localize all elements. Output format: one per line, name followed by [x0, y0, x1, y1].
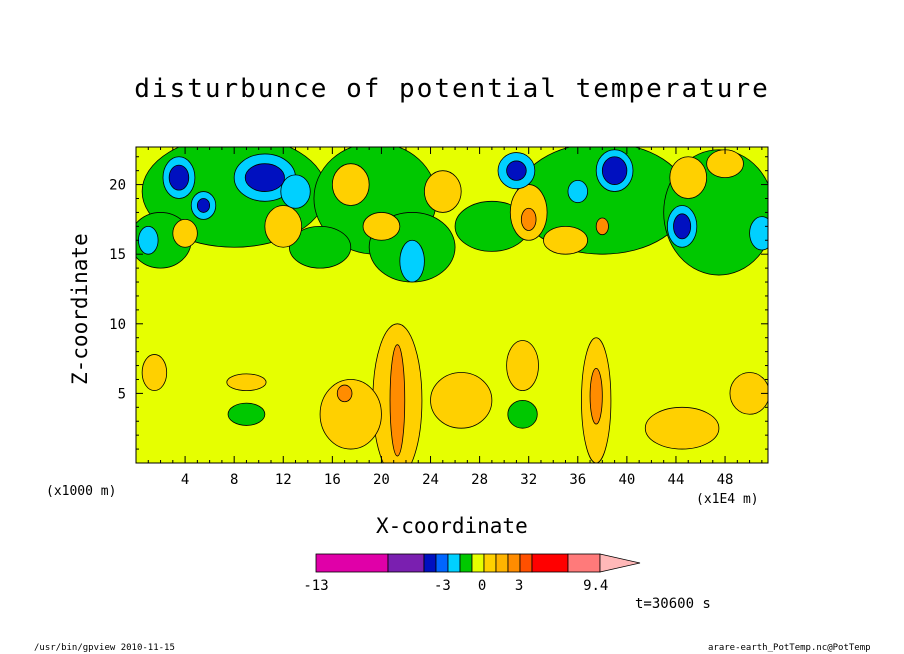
x-tick-label: 24 — [422, 472, 439, 488]
x-tick-label: 12 — [275, 472, 292, 488]
y-axis-ticks: 5 10 15 20 — [109, 156, 768, 450]
contour-region-neg2 — [749, 216, 768, 251]
x-tick-label: 36 — [569, 472, 586, 488]
chart-title: disturbunce of potential temperature — [134, 74, 770, 104]
contour-region-pos1 — [362, 212, 401, 241]
x-tick-label: 20 — [373, 472, 390, 488]
colorbar-swatch — [315, 553, 389, 573]
colorbar-label: 3 — [515, 578, 523, 594]
x-tick-label: 40 — [618, 472, 635, 488]
time-label: t=30600 s — [635, 596, 711, 612]
contour-regions — [136, 147, 768, 463]
contour-region-pos1 — [644, 406, 720, 450]
contour-region-neg1 — [288, 225, 352, 269]
x-axis-unit-right: (x1E4 m) — [696, 492, 759, 507]
contour-region-pos1 — [264, 205, 303, 248]
x-tick-label: 8 — [230, 472, 238, 488]
colorbar-swatch — [435, 553, 449, 573]
colorbar-swatch — [447, 553, 461, 573]
contour-region-neg3 — [673, 213, 692, 240]
contour-region-pos2 — [336, 384, 353, 403]
colorbar-swatch — [483, 553, 497, 573]
contour-region-neg2 — [567, 180, 589, 204]
plot-frame — [135, 146, 769, 464]
footer-program: /usr/bin/gpview 2010-11-15 — [34, 643, 175, 653]
colorbar-swatch — [459, 553, 473, 573]
contour-region-neg2 — [138, 225, 159, 255]
contour-region-neg3 — [506, 160, 527, 181]
contour-region-pos1 — [729, 372, 768, 415]
contour-region-pos2 — [389, 344, 406, 457]
colorbar-swatch — [531, 553, 569, 573]
colorbar-label: -13 — [303, 578, 328, 594]
colorbar-swatch — [387, 553, 425, 573]
colorbar-label: -3 — [434, 578, 451, 594]
footer-source: arare-earth_PotTemp.nc@PotTemp — [708, 643, 871, 653]
x-tick-label: 44 — [668, 472, 685, 488]
colorbar: -13 -3 0 3 9.4 — [303, 553, 641, 594]
colorbar-swatch — [471, 553, 485, 573]
contour-region-pos1 — [319, 379, 382, 450]
contour-region-pos1 — [543, 225, 589, 255]
x-axis-label: X-coordinate — [376, 514, 528, 538]
contour-region-pos1 — [506, 340, 539, 392]
contour-region-pos1 — [172, 218, 198, 248]
contour-region-neg1 — [507, 399, 538, 429]
x-tick-label: 48 — [717, 472, 734, 488]
x-axis-unit-left: (x1000 m) — [46, 484, 117, 499]
contour-region-neg3 — [196, 198, 211, 213]
contour-region-pos1 — [226, 373, 267, 392]
contour-region-pos1 — [423, 170, 462, 213]
colorbar-label: 0 — [478, 578, 486, 594]
y-tick-label: 15 — [109, 247, 126, 263]
colorbar-swatch — [567, 553, 601, 573]
colorbar-swatch — [519, 553, 533, 573]
contour-region-neg1 — [227, 402, 266, 426]
x-tick-label: 28 — [471, 472, 488, 488]
contour-region-pos1 — [669, 156, 708, 199]
y-axis-label: Z-coordinate — [68, 233, 92, 385]
y-tick-label: 10 — [109, 317, 126, 333]
contour-region-pos2 — [589, 367, 603, 425]
contour-region-neg3 — [244, 163, 285, 192]
contour-region-pos2 — [520, 207, 537, 231]
contour-region-neg3 — [168, 164, 190, 191]
contour-region-neg2 — [280, 174, 311, 209]
colorbar-swatch — [423, 553, 437, 573]
contour-region-neg2 — [399, 239, 425, 283]
x-tick-label: 4 — [181, 472, 189, 488]
colorbar-extend-arrow — [599, 553, 641, 573]
x-tick-label: 16 — [324, 472, 341, 488]
contour-region-neg3 — [601, 156, 628, 185]
y-tick-label: 20 — [109, 178, 126, 194]
contour-region-pos1 — [430, 372, 493, 429]
contour-region-pos1 — [331, 163, 370, 206]
contour-region-pos1 — [141, 354, 168, 392]
contour-region-pos2 — [595, 217, 609, 236]
colorbar-swatch — [507, 553, 521, 573]
y-tick-label: 5 — [118, 386, 126, 402]
x-axis-ticks: 4 8 12 16 20 24 28 32 36 40 44 48 — [147, 147, 763, 488]
colorbar-label: 9.4 — [583, 578, 608, 594]
x-tick-label: 32 — [520, 472, 537, 488]
colorbar-swatch — [495, 553, 509, 573]
